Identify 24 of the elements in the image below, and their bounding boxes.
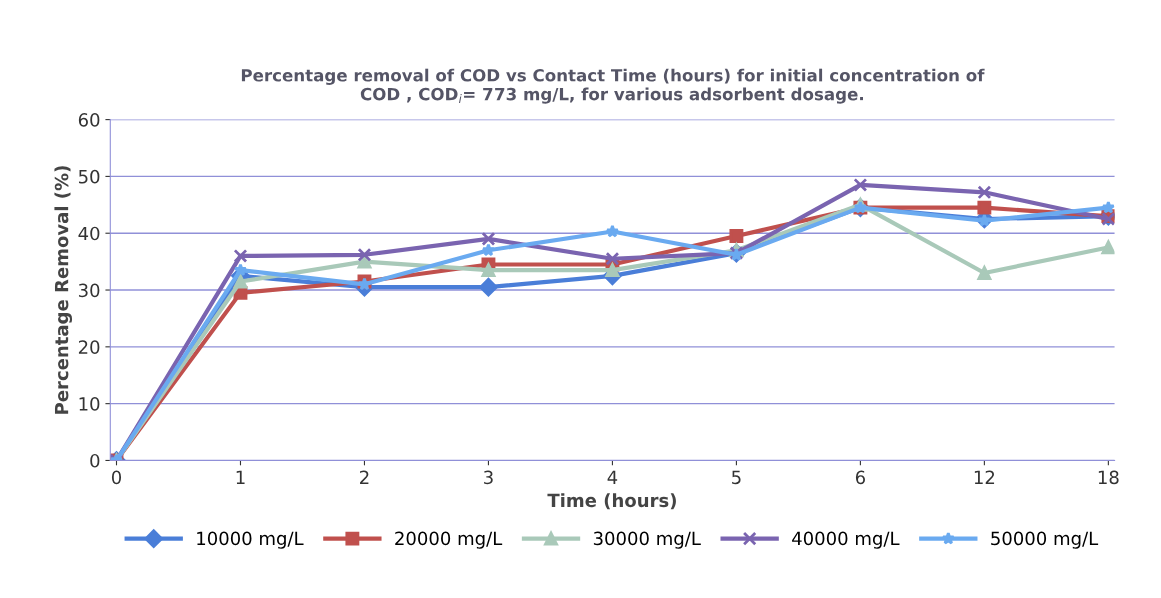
legend-label: 40000 mg/L [792,531,900,549]
y-tick-label: 50 [78,169,100,184]
y-tick-label: 30 [78,283,100,298]
x-tick-label: 1 [236,470,245,484]
legend-label: 10000 mg/L [197,531,304,549]
x-tick-label: 2 [360,470,369,484]
x-tick-label: 18 [1098,470,1119,485]
y-axis-title: Percentage Removal (%) [54,166,73,414]
legend-label: 50000 mg/L [991,531,1099,549]
y-tick-label: 20 [78,340,100,354]
y-tick-label: 60 [78,113,100,127]
legend-label: 30000 mg/L [593,531,701,549]
x-tick-label: 6 [855,470,865,485]
y-tick-label: 10 [79,397,100,411]
x-axis-title: Time (hours) [547,493,676,510]
chart-title: Percentage removal of COD vs Contact Time (hours) for initial concentration of COD , COD$_{i}$= 773 mg/L, for various adsorbent dosage. [241,68,985,104]
x-tick-label: 0 [111,470,122,485]
x-tick-label: 12 [974,470,995,484]
x-tick-label: 5 [732,470,741,485]
y-tick-label: 40 [78,226,100,241]
x-tick-label: 3 [484,470,493,485]
x-tick-label: 4 [607,470,618,484]
y-tick-label: 0 [90,453,100,468]
legend-label: 20000 mg/L [395,531,503,549]
